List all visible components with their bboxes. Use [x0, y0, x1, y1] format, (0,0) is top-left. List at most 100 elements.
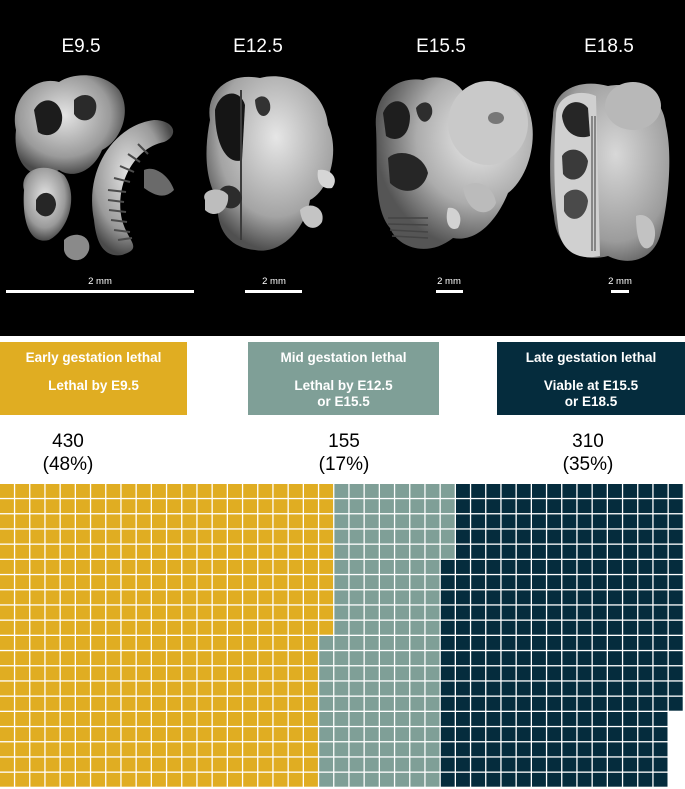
category-box-late: Late gestation lethal Viable at E15.5 or… [497, 342, 685, 415]
waffle-cell-early [212, 605, 227, 620]
waffle-cell-mid [364, 514, 379, 529]
waffle-cell-late [532, 636, 546, 650]
waffle-cell-late [608, 712, 622, 726]
waffle-cell-late [471, 666, 486, 681]
waffle-cell-mid [364, 681, 379, 696]
waffle-cell-early [152, 620, 166, 635]
waffle-cell-early [212, 544, 227, 559]
waffle-cell-early [91, 484, 106, 498]
waffle-cell-early [182, 484, 197, 498]
waffle-cell-early [243, 560, 258, 574]
waffle-cell-early [152, 484, 166, 498]
waffle-cell-late [653, 560, 668, 574]
waffle-cell-late [668, 575, 683, 590]
waffle-cell-early [212, 681, 227, 696]
waffle-cell-late [653, 636, 668, 650]
waffle-cell-late [486, 696, 501, 711]
waffle-cell-late [486, 484, 501, 498]
waffle-cell-mid [380, 560, 394, 574]
waffle-cell-early [45, 575, 60, 590]
waffle-cell-late [456, 636, 470, 650]
embryo-image-panel: E9.5 E12.5 E15.5 E18.5 [0, 0, 685, 336]
waffle-cell-mid [319, 651, 334, 666]
waffle-cell-early [136, 712, 151, 726]
waffle-cell-mid [380, 681, 394, 696]
waffle-cell-late [562, 727, 577, 742]
waffle-cell-mid [364, 712, 379, 726]
waffle-cell-early [121, 605, 136, 620]
waffle-cell-late [608, 544, 622, 559]
waffle-cell-early [30, 484, 45, 498]
waffle-cell-late [608, 560, 622, 574]
category-subtitle-early: Lethal by E9.5 [48, 378, 139, 393]
waffle-cell-early [228, 575, 242, 590]
waffle-cell-mid [349, 514, 364, 529]
waffle-cell-mid [319, 772, 334, 787]
waffle-cell-early [136, 605, 151, 620]
waffle-cell-early [106, 681, 121, 696]
waffle-cell-late [456, 605, 470, 620]
waffle-cell-early [30, 544, 45, 559]
waffle-cell-late [486, 605, 501, 620]
waffle-cell-early [197, 590, 212, 605]
waffle-cell-early [243, 772, 258, 787]
waffle-cell-early [45, 696, 60, 711]
waffle-cell-early [152, 636, 166, 650]
waffle-cell-mid [319, 727, 334, 742]
waffle-cell-mid [395, 666, 410, 681]
waffle-cell-early [60, 727, 75, 742]
waffle-cell-early [152, 590, 166, 605]
waffle-cell-early [15, 742, 30, 757]
waffle-cell-mid [410, 560, 425, 574]
waffle-cell-early [197, 757, 212, 772]
waffle-cell-early [273, 712, 288, 726]
waffle-cell-early [45, 514, 60, 529]
waffle-cell-mid [334, 742, 349, 757]
waffle-cell-early [288, 696, 303, 711]
waffle-cell-late [516, 742, 531, 757]
waffle-cell-early [197, 499, 212, 514]
waffle-cell-early [228, 666, 242, 681]
waffle-cell-late [486, 727, 501, 742]
waffle-cell-late [440, 605, 455, 620]
waffle-cell-late [486, 772, 501, 787]
waffle-cell-late [516, 636, 531, 650]
waffle-cell-mid [364, 620, 379, 635]
waffle-cell-late [456, 666, 470, 681]
waffle-cell-early [0, 696, 14, 711]
waffle-cell-late [592, 681, 607, 696]
waffle-cell-early [60, 560, 75, 574]
waffle-cell-late [516, 696, 531, 711]
waffle-cell-early [121, 681, 136, 696]
waffle-cell-early [91, 605, 106, 620]
waffle-cell-early [273, 575, 288, 590]
waffle-cell-late [577, 514, 592, 529]
waffle-cell-late [501, 681, 516, 696]
waffle-cell-late [623, 620, 638, 635]
waffle-cell-late [577, 636, 592, 650]
waffle-cell-early [304, 757, 318, 772]
waffle-cell-late [501, 742, 516, 757]
waffle-cell-late [501, 772, 516, 787]
waffle-cell-late [440, 575, 455, 590]
waffle-cell-late [486, 757, 501, 772]
waffle-cell-early [136, 636, 151, 650]
waffle-cell-early [136, 514, 151, 529]
waffle-cell-late [532, 484, 546, 498]
waffle-cell-mid [349, 712, 364, 726]
waffle-cell-late [592, 620, 607, 635]
waffle-cell-late [456, 620, 470, 635]
waffle-cell-early [15, 712, 30, 726]
waffle-cell-mid [395, 499, 410, 514]
waffle-cell-early [45, 772, 60, 787]
waffle-cell-late [547, 757, 562, 772]
waffle-cell-mid [380, 605, 394, 620]
waffle-cell-early [0, 499, 14, 514]
waffle-cell-early [304, 742, 318, 757]
waffle-cell-early [152, 742, 166, 757]
waffle-cell-late [608, 772, 622, 787]
waffle-cell-mid [410, 484, 425, 498]
waffle-cell-mid [334, 575, 349, 590]
waffle-cell-early [106, 484, 121, 498]
waffle-cell-late [547, 742, 562, 757]
